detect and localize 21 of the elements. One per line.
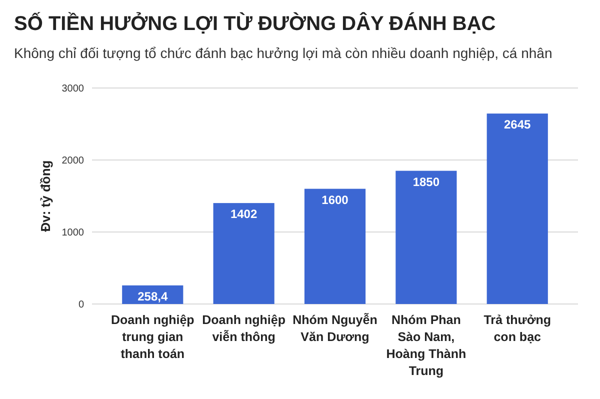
bar [304,188,366,304]
bar [396,170,457,304]
bar [486,114,548,304]
chart-subtitle: Không chỉ đối tượng tổ chức đánh bạc hưởng lợi mà còn nhiều doanh nghiệp, cá nhân [14,45,552,61]
y-tick-label: 2000 [62,156,84,166]
y-axis-title: Đv: tỷ đồng [38,160,53,232]
y-tick-label: 3000 [62,84,84,94]
chart-title: SỐ TIỀN HƯỞNG LỢI TỪ ĐƯỜNG DÂY ĐÁNH BẠC [14,12,496,35]
data-label: 1402 [230,207,258,222]
x-tick-label: Trả thưởng con bạc [484,313,551,344]
x-tick-label: Nhóm Phan Sào Nam, Hoàng Thành Trung [386,313,466,378]
data-label: 1600 [322,192,349,207]
x-tick-label: Doanh nghiệp trung gian thanh toán [110,313,195,361]
bar [213,203,274,304]
data-label: 258,4 [138,289,168,304]
y-tick-label: 0 [78,300,84,310]
x-tick-label: Doanh nghiệp viễn thông [202,313,286,344]
data-label: 2645 [504,118,532,132]
x-tick-label: Nhóm Nguyễn Văn Dương [292,312,378,344]
y-tick-label: 1000 [62,228,84,238]
data-label: 1850 [412,174,440,189]
